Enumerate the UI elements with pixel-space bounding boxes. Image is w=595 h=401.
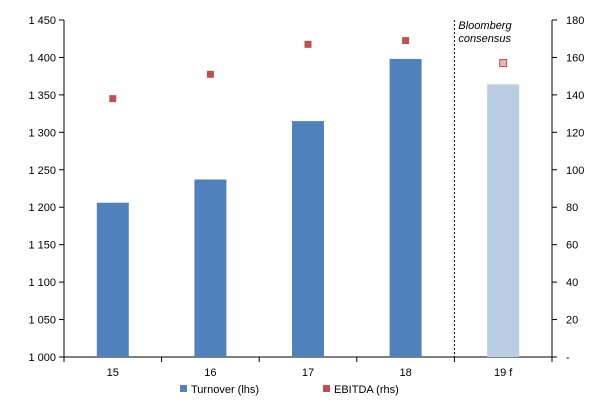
- legend: Turnover (lhs) EBITDA (rhs): [180, 384, 399, 396]
- turnover-bar: [487, 84, 520, 357]
- right-tick-label: 80: [566, 202, 578, 214]
- right-tick-label: -: [566, 352, 570, 364]
- ebitda-marker: [499, 59, 508, 68]
- ebitda-marker: [206, 70, 214, 78]
- left-tick-label: 1 300: [28, 127, 56, 139]
- x-tick-label: 19 f: [494, 367, 513, 379]
- annotation-line: consensus: [458, 33, 511, 45]
- left-tick-label: 1 150: [28, 240, 56, 252]
- right-tick-label: 100: [566, 165, 584, 177]
- left-tick-label: 1 350: [28, 90, 56, 102]
- left-tick-label: 1 400: [28, 52, 56, 64]
- right-tick-labels: 180 160 140 120 100 80 60 40 20 -: [566, 15, 584, 364]
- right-tick-label: 20: [566, 315, 578, 327]
- left-tick-label: 1 100: [28, 277, 56, 289]
- x-tick-label: 17: [302, 367, 314, 379]
- left-tick-label: 1 450: [28, 15, 56, 27]
- turnover-bars: [96, 58, 520, 357]
- x-tick-labels: 15 16 17 18 19 f: [107, 367, 514, 379]
- turnover-bar: [194, 179, 227, 357]
- turnover-bar: [96, 202, 129, 357]
- legend-swatch-ebitda: [323, 385, 330, 392]
- right-tick-label: 160: [566, 52, 584, 64]
- right-tick-label: 180: [566, 15, 584, 27]
- annotation-line: Bloomberg: [458, 20, 512, 32]
- x-tick-label: 16: [204, 367, 216, 379]
- legend-label-turnover: Turnover (lhs): [191, 384, 259, 396]
- right-tick-label: 140: [566, 90, 584, 102]
- turnover-bar: [292, 121, 324, 357]
- legend-swatch-turnover: [180, 385, 187, 392]
- right-tick-label: 60: [566, 240, 578, 252]
- x-tick-label: 15: [107, 367, 119, 379]
- ebitda-marker: [402, 37, 410, 45]
- turnover-bar: [389, 58, 422, 357]
- ebitda-marker: [304, 40, 312, 48]
- ebitda-marker: [109, 95, 117, 103]
- x-tick-label: 18: [399, 367, 411, 379]
- right-tick-label: 40: [566, 277, 578, 289]
- left-tick-label: 1 250: [28, 165, 56, 177]
- right-tick-label: 120: [566, 127, 584, 139]
- left-tick-label: 1 050: [28, 315, 56, 327]
- left-tick-label: 1 200: [28, 202, 56, 214]
- ebitda-markers: [109, 37, 508, 103]
- left-tick-labels: 1 450 1 400 1 350 1 300 1 250 1 200 1 150 1 100…: [28, 15, 56, 364]
- legend-label-ebitda: EBITDA (rhs): [334, 384, 399, 396]
- left-tick-label: 1 000: [28, 352, 56, 364]
